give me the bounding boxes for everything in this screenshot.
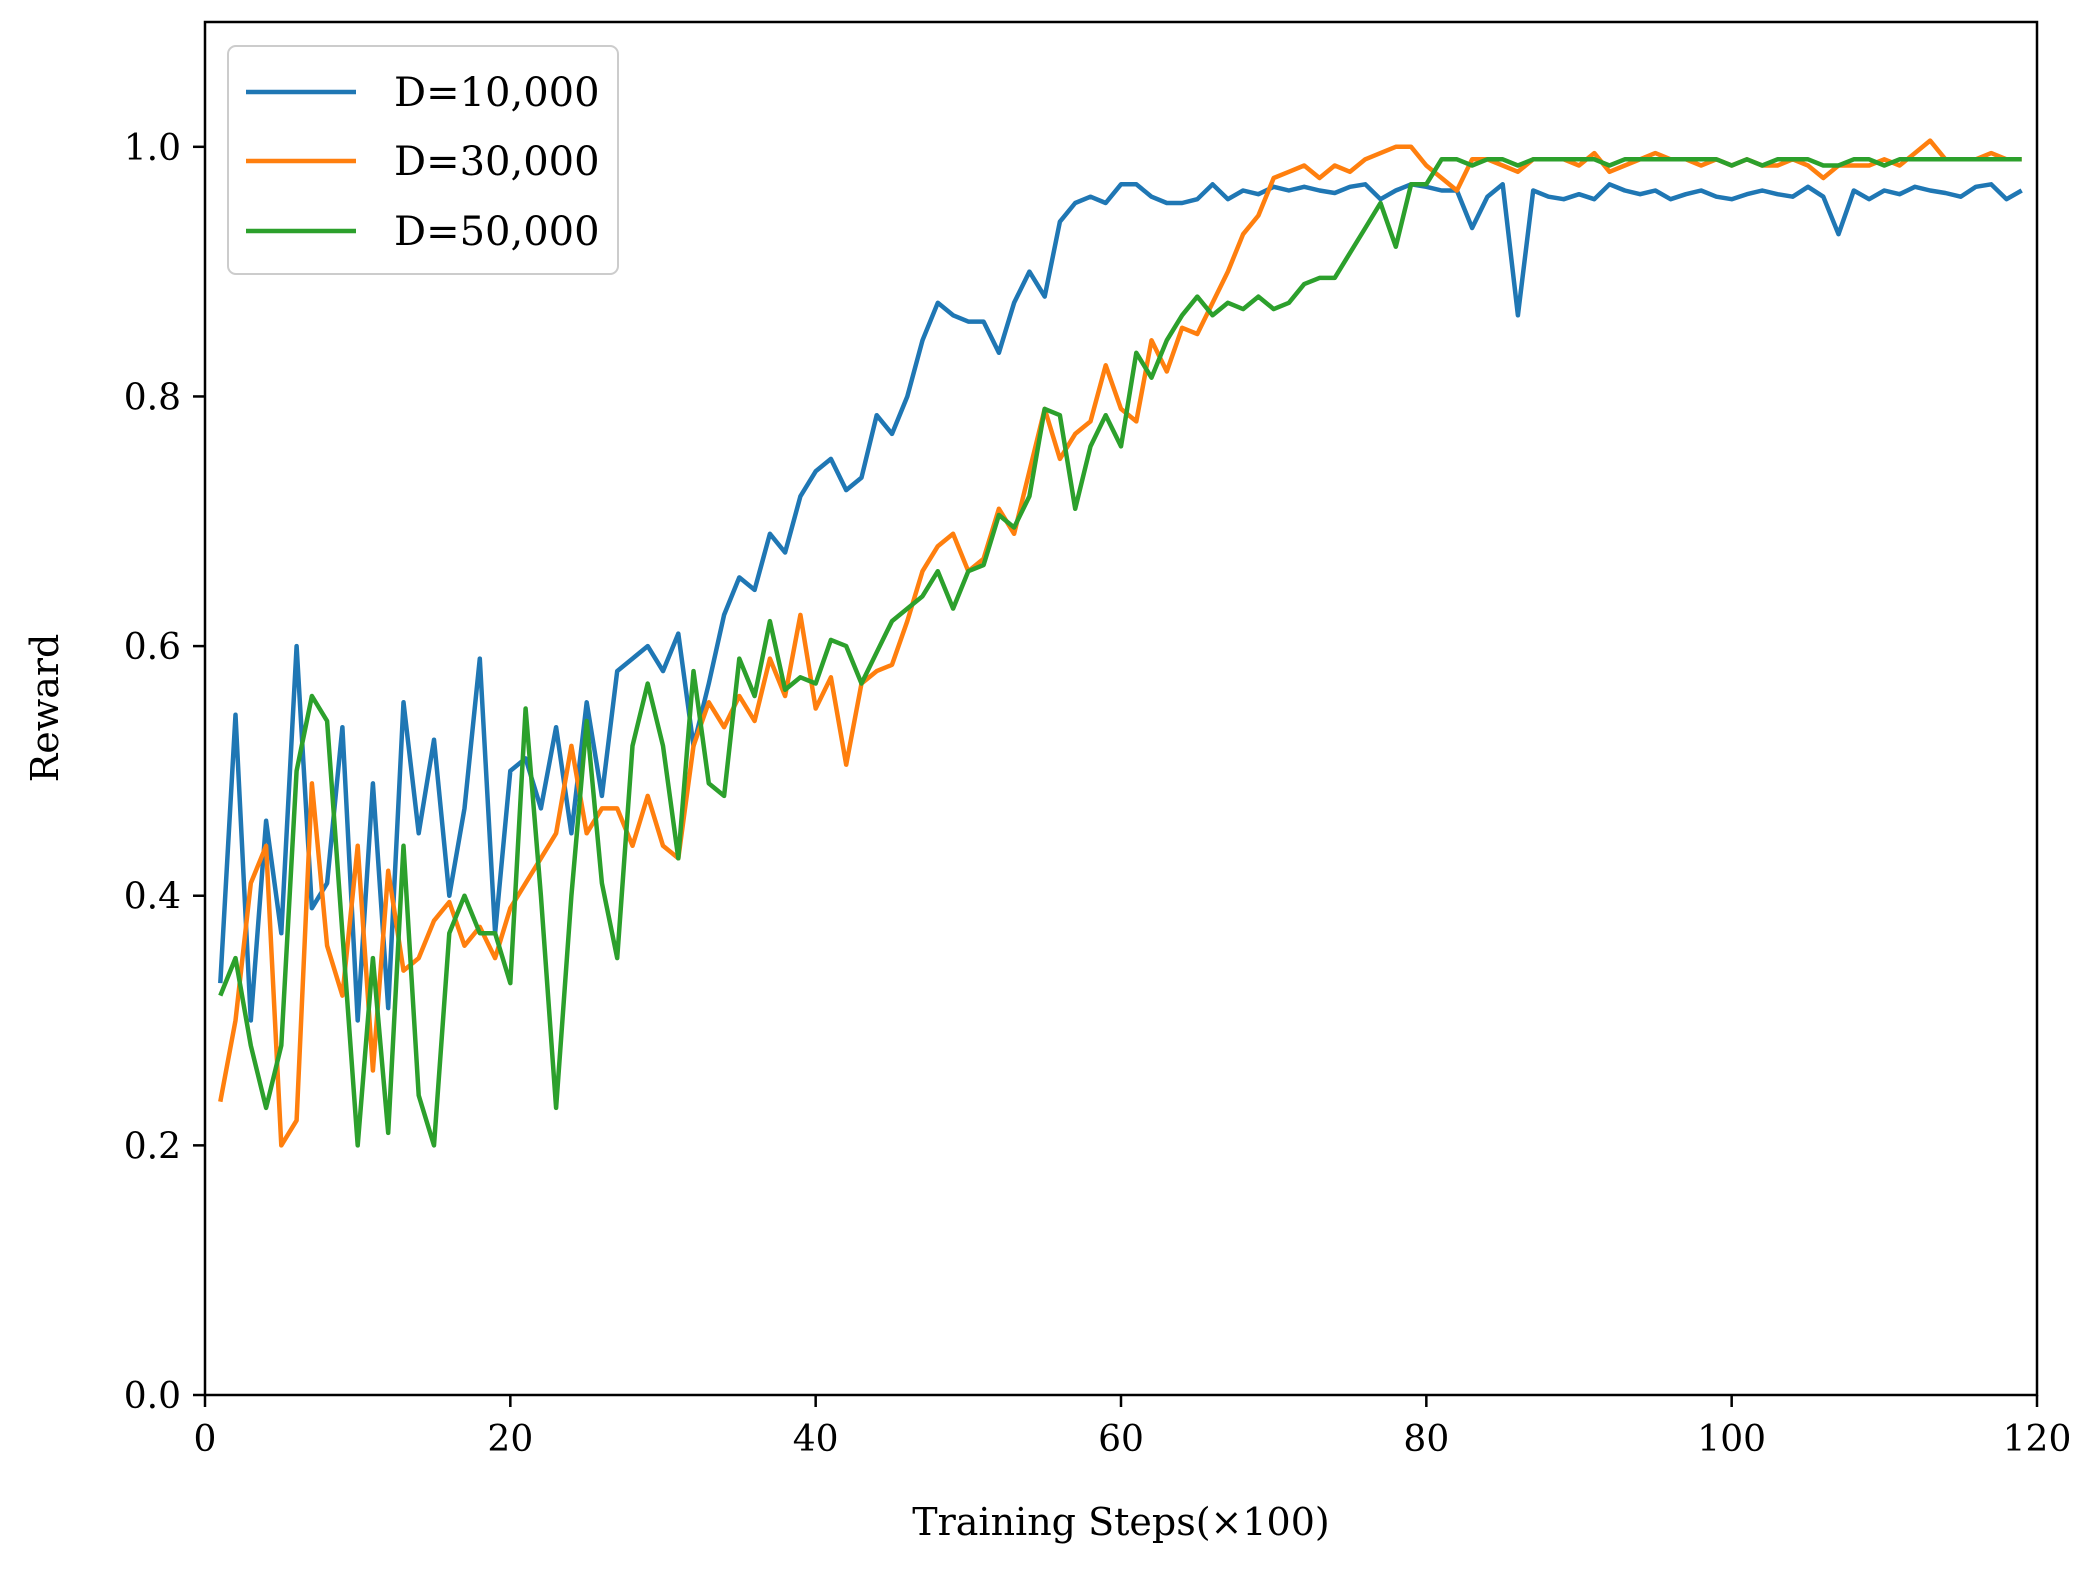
y-tick-label: 0.2 [124, 1126, 181, 1167]
y-tick-label: 0.6 [124, 627, 181, 668]
y-tick-label: 1.0 [124, 128, 181, 169]
legend-label-d30000: D=30,000 [394, 139, 600, 185]
legend-label-d50000: D=50,000 [394, 209, 600, 255]
y-axis-label: Reward [23, 634, 67, 783]
x-tick-label: 0 [194, 1419, 217, 1460]
y-tick-label: 0.8 [124, 377, 181, 418]
x-axis-label: Training Steps(×100) [912, 1500, 1329, 1544]
y-tick-label: 0.4 [124, 877, 181, 918]
legend-box [227, 45, 619, 275]
x-tick-label: 60 [1098, 1419, 1144, 1460]
legend-label-d10000: D=10,000 [394, 70, 600, 116]
x-tick-label: 100 [1697, 1419, 1766, 1460]
x-tick-label: 80 [1403, 1419, 1449, 1460]
series-layer [218, 138, 2023, 1148]
x-tick-label: 20 [487, 1419, 533, 1460]
y-tick-label: 0.0 [124, 1376, 181, 1417]
y-axis: 0.0 0.2 0.4 0.6 0.8 1.0 [124, 128, 205, 1417]
x-tick-label: 40 [793, 1419, 839, 1460]
legend: D=10,000 D=30,000 D=50,000 [227, 45, 619, 275]
series-line-d50000 [218, 157, 2022, 1148]
x-tick-label: 120 [2003, 1419, 2072, 1460]
x-axis: 0 20 40 60 80 100 120 [194, 1395, 2072, 1460]
